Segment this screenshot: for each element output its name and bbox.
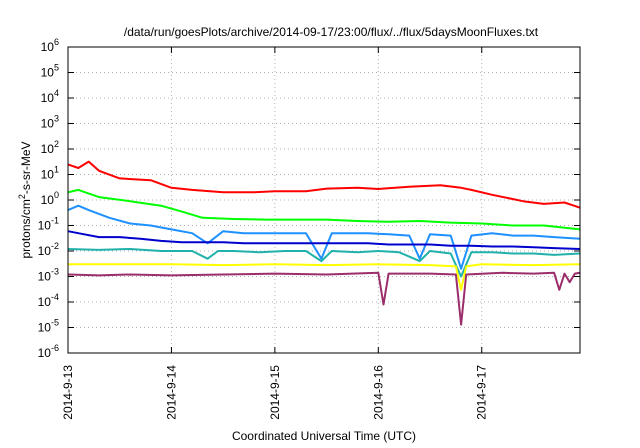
y-tick-label: 102 — [41, 139, 59, 156]
y-tick-label: 10-3 — [38, 267, 59, 284]
y-tick-label: 10-1 — [38, 216, 59, 233]
series-line-5 — [67, 248, 581, 278]
y-tick-base: 10 — [41, 66, 55, 80]
series-line-4 — [67, 230, 581, 250]
y-tick-label: 101 — [41, 165, 59, 182]
x-tick-label: 2014-9-16 — [371, 365, 385, 420]
y-tick-exponent: 4 — [54, 88, 59, 98]
chart-title: /data/run/goesPlots/archive/2014-09-17/2… — [124, 25, 539, 39]
y-tick-label: 106 — [41, 37, 59, 54]
y-tick-exponent: 3 — [54, 114, 59, 124]
y-tick-label: 10-4 — [38, 292, 59, 309]
y-tick-label: 104 — [41, 88, 59, 105]
x-tick-label: 2014-9-15 — [268, 365, 282, 420]
y-tick-base: 10 — [38, 244, 52, 258]
y-tick-label: 100 — [41, 190, 59, 207]
y-tick-base: 10 — [38, 270, 52, 284]
y-ticks: 10-610-510-410-310-210-11001011021031041… — [38, 37, 580, 360]
y-tick-label: 105 — [41, 63, 59, 80]
x-tick-label: 2014-9-14 — [164, 365, 178, 420]
x-axis-label: Coordinated Universal Time (UTC) — [232, 429, 416, 443]
series-line-2 — [67, 188, 581, 231]
series-line-6 — [68, 263, 581, 291]
y-axis-label-rest: -s-sr-MeV — [19, 141, 33, 194]
series-line-3 — [67, 204, 581, 270]
y-tick-exponent: 5 — [54, 63, 59, 73]
y-tick-exponent: -6 — [51, 343, 59, 353]
series-line-7 — [67, 271, 581, 326]
y-tick-exponent: -5 — [51, 318, 59, 328]
y-tick-label: 103 — [41, 114, 59, 131]
y-tick-exponent: -4 — [51, 292, 59, 302]
y-axis-label-main: protons/cm — [19, 199, 33, 258]
y-tick-exponent: -1 — [51, 216, 59, 226]
y-tick-exponent: 6 — [54, 37, 59, 47]
y-tick-base: 10 — [38, 219, 52, 233]
x-tick-label: 2014-9-13 — [61, 365, 75, 420]
series-layer — [67, 160, 581, 326]
y-tick-exponent: 0 — [54, 190, 59, 200]
y-axis-label: protons/cm2-s-sr-MeV — [17, 141, 33, 258]
y-tick-label: 10-6 — [38, 343, 59, 360]
y-tick-exponent: 1 — [54, 165, 59, 175]
y-tick-label: 10-5 — [38, 318, 59, 335]
y-tick-base: 10 — [41, 40, 55, 54]
y-tick-exponent: -2 — [51, 241, 59, 251]
y-tick-base: 10 — [41, 193, 55, 207]
y-tick-base: 10 — [38, 321, 52, 335]
y-tick-base: 10 — [38, 295, 52, 309]
x-tick-label: 2014-9-17 — [475, 365, 489, 420]
y-tick-base: 10 — [41, 142, 55, 156]
y-tick-base: 10 — [38, 346, 52, 360]
y-tick-exponent: 2 — [54, 139, 59, 149]
y-tick-exponent: -3 — [51, 267, 59, 277]
y-tick-base: 10 — [41, 168, 55, 182]
y-axis-label-sup: 2 — [17, 194, 27, 199]
y-tick-label: 10-2 — [38, 241, 59, 258]
series-line-1 — [67, 160, 581, 209]
x-ticks: 2014-9-13 2014-9-14 2014-9-15 2014-9-16 2014… — [61, 47, 489, 420]
y-tick-base: 10 — [41, 91, 55, 105]
y-tick-base: 10 — [41, 117, 55, 131]
